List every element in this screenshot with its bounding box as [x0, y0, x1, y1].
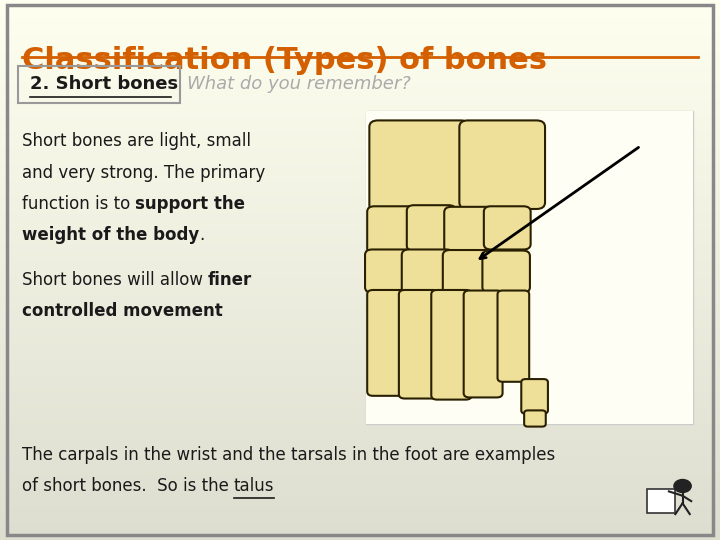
Bar	[366, 111, 693, 424]
FancyBboxPatch shape	[498, 291, 529, 382]
Text: function is to: function is to	[22, 195, 135, 213]
FancyBboxPatch shape	[431, 290, 472, 400]
FancyBboxPatch shape	[459, 120, 545, 209]
FancyBboxPatch shape	[367, 206, 419, 254]
FancyBboxPatch shape	[443, 250, 492, 296]
FancyBboxPatch shape	[482, 251, 530, 293]
Text: talus: talus	[234, 477, 274, 495]
Text: of short bones.  So is the: of short bones. So is the	[22, 477, 234, 495]
FancyBboxPatch shape	[484, 206, 531, 249]
FancyBboxPatch shape	[399, 290, 439, 399]
Text: Classification (Types) of bones: Classification (Types) of bones	[22, 46, 546, 75]
Text: 2. Short bones: 2. Short bones	[30, 75, 179, 93]
FancyBboxPatch shape	[365, 249, 414, 293]
FancyBboxPatch shape	[444, 207, 495, 253]
Text: Short bones are light, small: Short bones are light, small	[22, 132, 251, 150]
FancyBboxPatch shape	[402, 249, 454, 294]
Text: What do you remember?: What do you remember?	[187, 75, 411, 93]
Bar	[366, 111, 693, 424]
FancyBboxPatch shape	[464, 291, 503, 397]
Text: The carpals in the wrist and the tarsals in the foot are examples: The carpals in the wrist and the tarsals…	[22, 446, 555, 463]
FancyBboxPatch shape	[367, 290, 408, 396]
FancyBboxPatch shape	[524, 410, 546, 427]
FancyBboxPatch shape	[369, 120, 469, 212]
Circle shape	[674, 480, 691, 492]
FancyBboxPatch shape	[521, 379, 548, 414]
Text: and very strong. The primary: and very strong. The primary	[22, 164, 265, 181]
Text: support the: support the	[135, 195, 245, 213]
Text: finer: finer	[208, 271, 252, 289]
Text: .: .	[199, 226, 204, 244]
Bar	[647, 489, 675, 513]
Text: Short bones will allow: Short bones will allow	[22, 271, 208, 289]
Text: controlled movement: controlled movement	[22, 302, 222, 320]
FancyBboxPatch shape	[407, 205, 456, 251]
Text: weight of the body: weight of the body	[22, 226, 199, 244]
